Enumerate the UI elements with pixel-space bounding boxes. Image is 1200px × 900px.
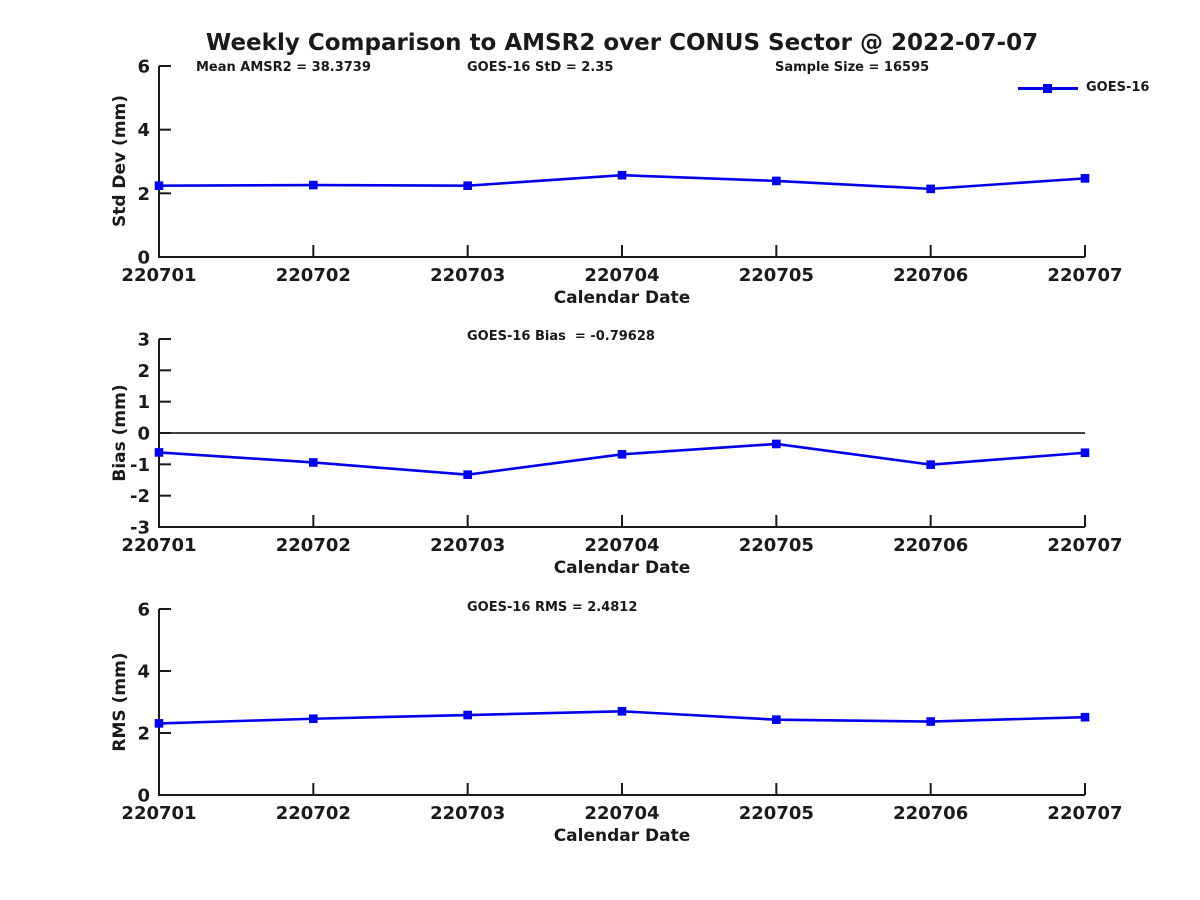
data-point-marker — [926, 460, 935, 469]
data-point-marker — [463, 710, 472, 720]
x-tick-label: 220703 — [430, 535, 505, 556]
x-tick-label: 220706 — [893, 535, 968, 556]
x-axis-label-3: Calendar Date — [553, 826, 691, 846]
y-axis-label-bias: Bias (mm) — [110, 384, 130, 482]
y-tick-label: 4 — [137, 662, 150, 683]
data-point-marker — [617, 707, 627, 716]
x-tick-label: 220707 — [1047, 265, 1122, 286]
annotation-mean-amsr2: Mean AMSR2 = 38.3739 — [196, 60, 371, 75]
subplot-3: 0 2 4 6 220701 220702 220703 220704 220705 220706… — [121, 600, 1122, 825]
x-tick-label: 220702 — [276, 803, 351, 824]
annotation-goes16-bias: GOES-16 Bias = -0.79628 — [467, 329, 655, 344]
axes-frame — [158, 66, 1085, 258]
x-tick-label: 220701 — [121, 265, 196, 286]
subplot-2: -3 -2 -1 0 1 2 3 220701 220702 220703 220704 220705… — [121, 330, 1122, 557]
data-point-marker — [463, 181, 472, 190]
y-tick-label: 3 — [137, 330, 150, 351]
x-tick-label: 220702 — [276, 535, 351, 556]
data-point-marker — [463, 470, 472, 479]
x-axis-label-1: Calendar Date — [553, 288, 691, 308]
data-point-marker — [1080, 174, 1090, 183]
data-point-marker — [617, 450, 627, 459]
data-line — [158, 442, 1086, 476]
data-point-marker — [154, 719, 164, 728]
y-tick-label: 2 — [137, 361, 150, 382]
x-tick-label: 220704 — [584, 265, 659, 286]
y-tick-label: -1 — [130, 455, 150, 476]
legend-square-marker-icon — [1043, 84, 1052, 93]
y-tick-label: 1 — [137, 392, 150, 413]
x-axis-label-2: Calendar Date — [553, 558, 691, 578]
y-axis-label-rms: RMS (mm) — [110, 652, 130, 752]
data-point-marker — [154, 448, 164, 457]
x-tick-label: 220704 — [584, 535, 659, 556]
data-point-marker — [926, 717, 935, 726]
x-tick-label: 220706 — [893, 265, 968, 286]
data-point-marker — [617, 170, 627, 180]
x-tick-label: 220704 — [584, 803, 659, 824]
data-point-marker — [772, 715, 781, 724]
x-tick-label: 220703 — [430, 265, 505, 286]
annotation-goes16-std: GOES-16 StD = 2.35 — [467, 60, 614, 75]
y-tick-label: -2 — [130, 486, 150, 507]
y-tick-label: -3 — [130, 518, 150, 539]
y-tick-label: 2 — [137, 724, 150, 745]
figure-title: Weekly Comparison to AMSR2 over CONUS Se… — [205, 30, 1039, 56]
data-point-marker — [772, 439, 781, 449]
y-tick-label: 0 — [137, 248, 150, 269]
x-tick-label: 220705 — [739, 265, 814, 286]
y-tick-label: 2 — [137, 184, 150, 205]
x-tick-label: 220706 — [893, 803, 968, 824]
annotation-sample-size: Sample Size = 16595 — [775, 60, 930, 75]
y-tick-label: 0 — [137, 424, 150, 445]
x-tick-label: 220701 — [121, 535, 196, 556]
axes-frame — [158, 609, 1085, 796]
subplot-1: 0 2 4 6 220701 220702 220703 220704 220705 220706… — [121, 57, 1122, 287]
x-tick-label: 220701 — [121, 803, 196, 824]
x-tick-label: 220703 — [430, 803, 505, 824]
y-tick-label: 0 — [137, 786, 150, 807]
x-tick-label: 220702 — [276, 265, 351, 286]
y-tick-label: 6 — [137, 57, 150, 78]
x-tick-label: 220707 — [1047, 803, 1122, 824]
y-axis-label-stddev: Std Dev (mm) — [110, 94, 130, 228]
data-point-marker — [772, 176, 781, 186]
x-tick-label: 220705 — [739, 803, 814, 824]
data-point-marker — [926, 184, 935, 194]
y-tick-label: 4 — [137, 120, 150, 141]
data-point-marker — [309, 180, 318, 190]
legend-series-label: GOES-16 — [1086, 80, 1150, 95]
x-tick-label: 220707 — [1047, 535, 1122, 556]
y-tick-label: 6 — [137, 600, 150, 621]
annotation-goes16-rms: GOES-16 RMS = 2.4812 — [467, 600, 638, 615]
x-tick-label: 220705 — [739, 535, 814, 556]
data-point-marker — [154, 181, 164, 190]
data-point-marker — [1080, 712, 1090, 722]
data-point-marker — [309, 458, 318, 467]
data-point-marker — [309, 714, 318, 724]
data-point-marker — [1080, 448, 1090, 458]
